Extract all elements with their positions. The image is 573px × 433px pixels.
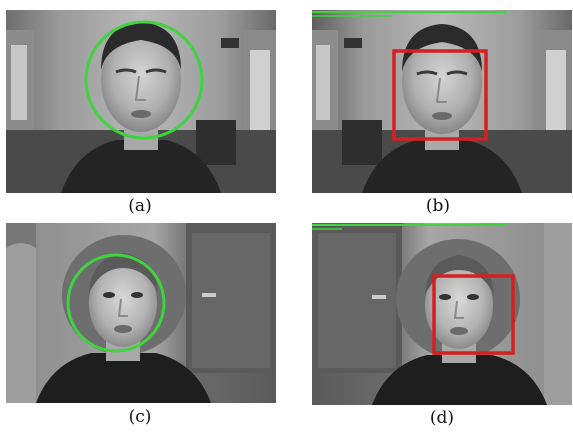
detection-square (392, 49, 488, 141)
detection-square (432, 274, 515, 355)
photo-panel-c (6, 223, 276, 403)
woman-face-photo (6, 223, 276, 403)
photo-panel-a (6, 10, 276, 193)
photo-panel-b (312, 10, 572, 193)
photo-panel-d (312, 223, 572, 405)
detection-circle (66, 253, 166, 353)
caption-c: (c) (128, 407, 152, 427)
woman-face-photo (312, 223, 572, 405)
man-face-photo (312, 10, 572, 193)
caption-b: (b) (425, 196, 451, 216)
caption-a: (a) (128, 196, 152, 216)
man-face-photo (6, 10, 276, 193)
caption-d: (d) (429, 408, 455, 428)
detection-circle (84, 20, 204, 140)
